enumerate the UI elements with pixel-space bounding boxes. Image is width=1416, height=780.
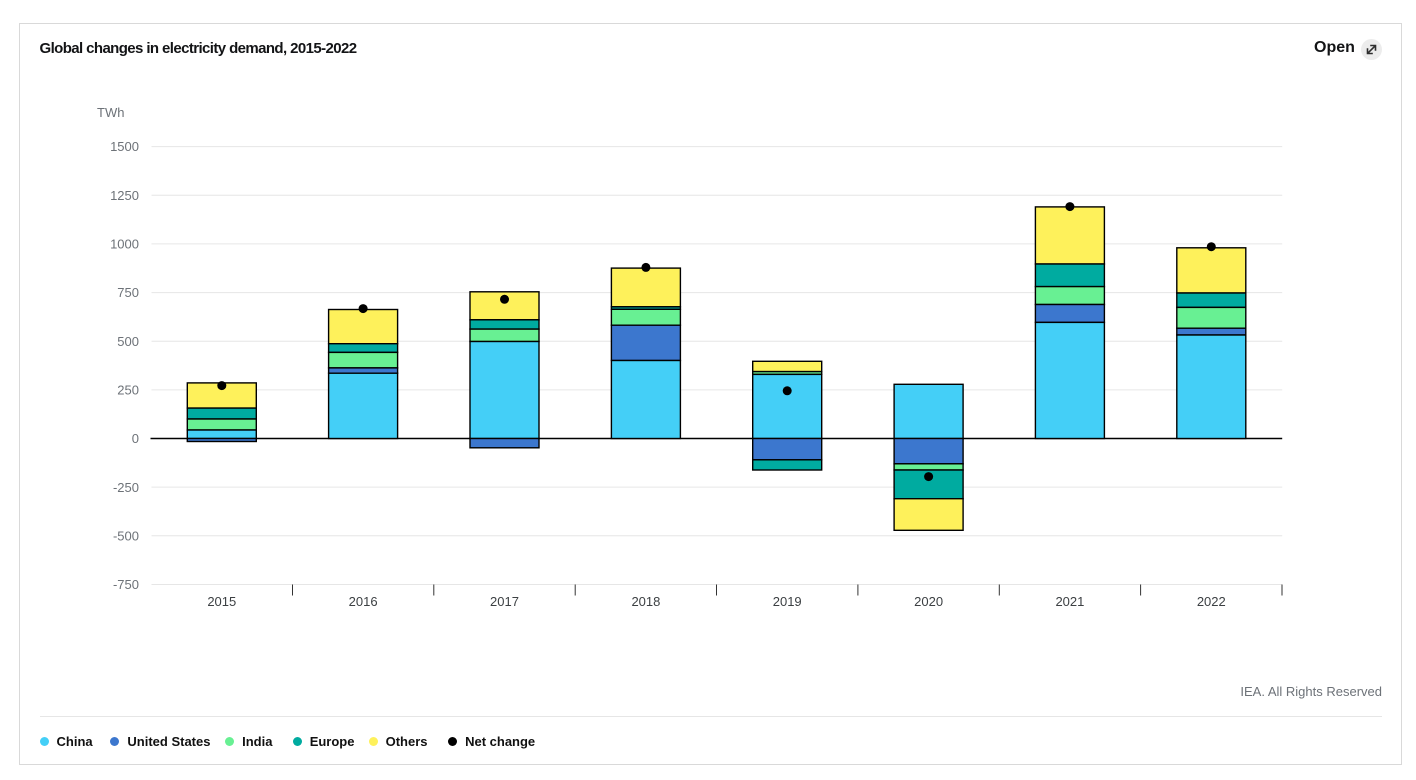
svg-text:2021: 2021 xyxy=(1055,594,1084,609)
svg-text:2019: 2019 xyxy=(773,594,802,609)
svg-text:2017: 2017 xyxy=(490,594,519,609)
svg-text:2022: 2022 xyxy=(1197,594,1226,609)
svg-text:2016: 2016 xyxy=(349,594,378,609)
svg-text:-250: -250 xyxy=(113,480,139,495)
svg-text:0: 0 xyxy=(132,431,139,446)
svg-text:-750: -750 xyxy=(113,577,139,592)
svg-text:2015: 2015 xyxy=(207,594,236,609)
svg-text:1000: 1000 xyxy=(110,237,139,252)
svg-text:250: 250 xyxy=(117,383,139,398)
svg-text:-500: -500 xyxy=(113,528,139,543)
svg-text:2020: 2020 xyxy=(914,594,943,609)
svg-text:2018: 2018 xyxy=(631,594,660,609)
svg-text:500: 500 xyxy=(117,334,139,349)
svg-text:1500: 1500 xyxy=(110,139,139,154)
svg-text:1250: 1250 xyxy=(110,188,139,203)
svg-text:TWh: TWh xyxy=(97,105,124,120)
svg-text:750: 750 xyxy=(117,285,139,300)
